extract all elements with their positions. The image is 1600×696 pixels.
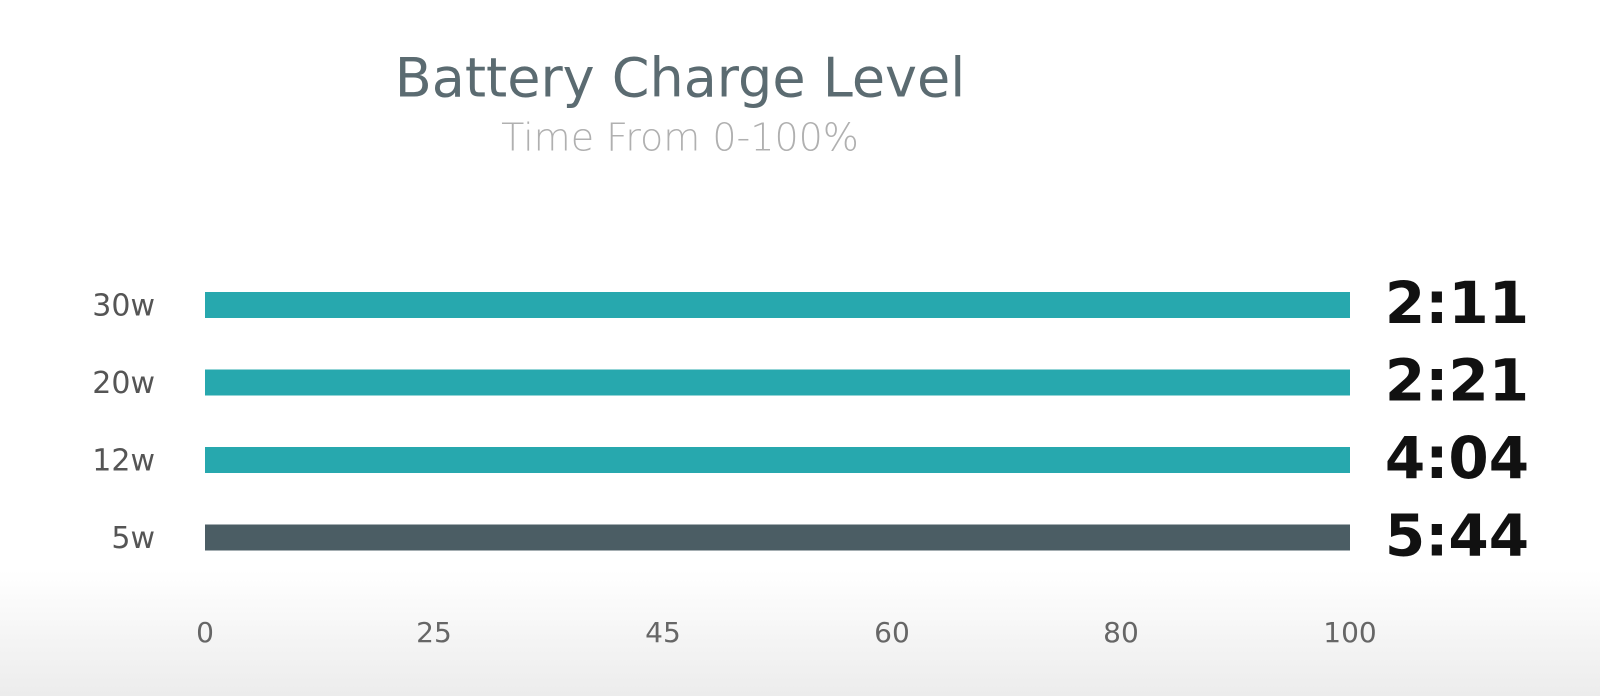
y-tick-label: 5w <box>111 521 155 556</box>
chart-subtitle: Time From 0-100% <box>501 116 859 160</box>
time-label: 4:04 <box>1385 424 1529 492</box>
time-label: 2:21 <box>1385 347 1529 415</box>
bar <box>205 292 1350 318</box>
x-tick-label: 60 <box>874 616 910 649</box>
time-label: 2:11 <box>1385 269 1529 337</box>
x-tick-label: 0 <box>196 616 214 649</box>
bar <box>205 447 1350 473</box>
x-tick-label: 25 <box>416 616 452 649</box>
y-tick-label: 30w <box>92 289 155 324</box>
chart-title: Battery Charge Level <box>395 47 966 110</box>
y-tick-label: 12w <box>92 444 155 479</box>
bar <box>205 369 1350 396</box>
x-tick-label: 45 <box>645 616 681 649</box>
bar <box>205 524 1350 551</box>
x-tick-label: 80 <box>1103 616 1139 649</box>
x-tick-label: 100 <box>1323 616 1376 649</box>
time-label: 5:44 <box>1385 502 1529 570</box>
y-tick-label: 20w <box>92 366 155 401</box>
